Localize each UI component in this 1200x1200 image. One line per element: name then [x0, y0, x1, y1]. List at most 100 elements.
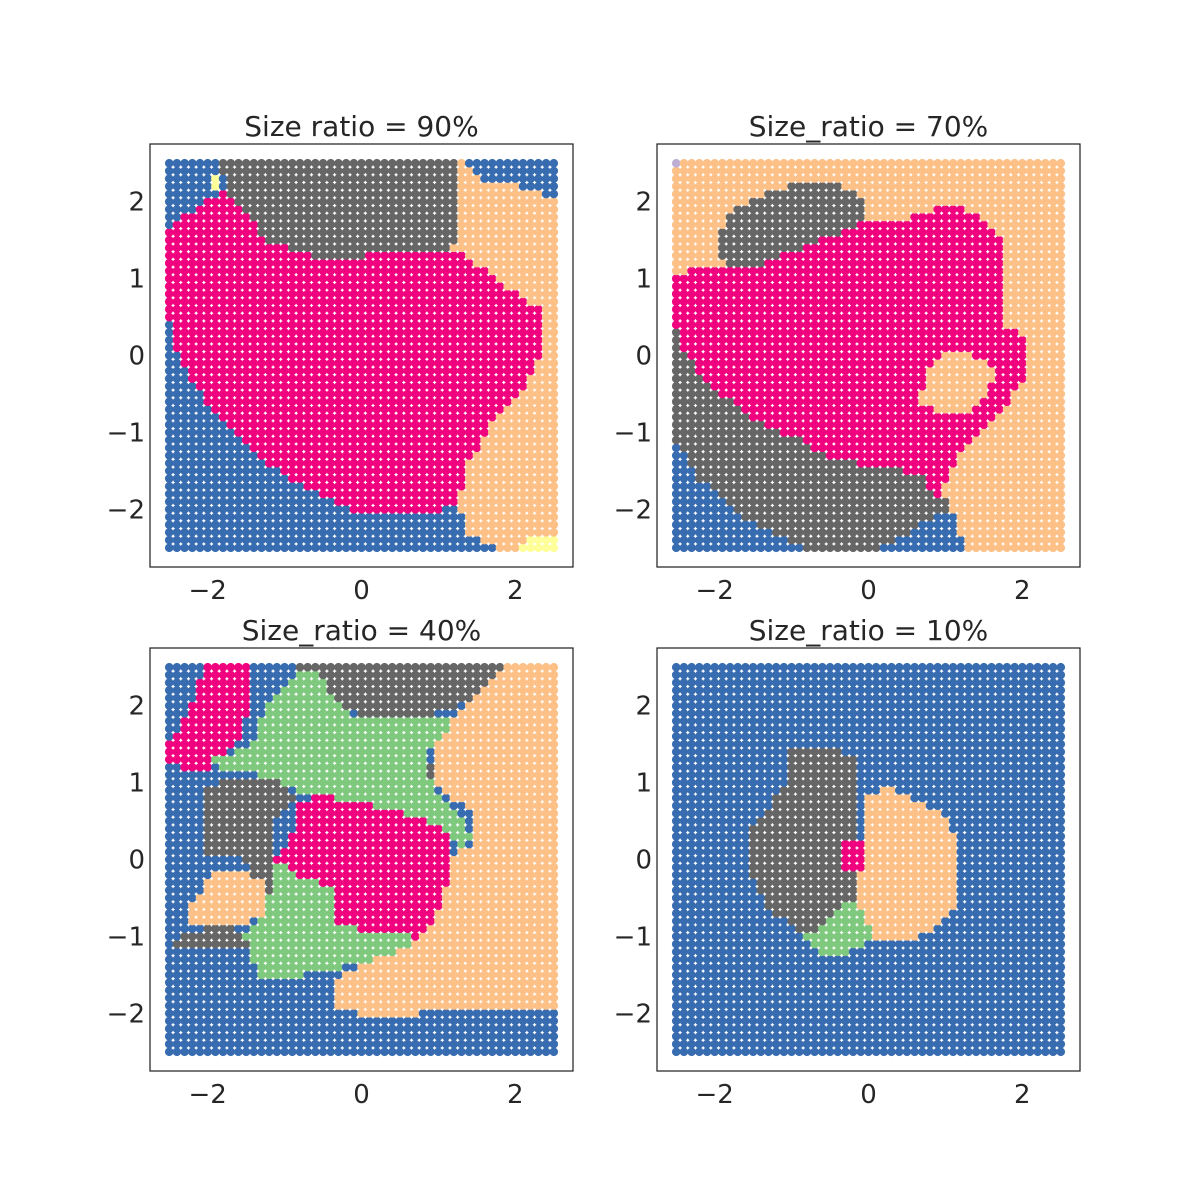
point-orange [833, 166, 843, 176]
point-pink [879, 274, 889, 283]
point-blue [287, 535, 297, 545]
point-pink [902, 305, 912, 314]
point-gray [710, 458, 719, 468]
point-pink [380, 474, 389, 483]
point-pink [987, 235, 996, 245]
point-orange [1025, 266, 1035, 276]
point-pink [718, 266, 727, 276]
point-orange [971, 397, 981, 406]
point-orange [1002, 281, 1012, 291]
point-orange [671, 189, 681, 199]
point-pink [1018, 374, 1027, 383]
point-pink [180, 251, 189, 260]
point-pink [349, 366, 359, 376]
point-orange [1002, 312, 1012, 322]
point-pink [326, 266, 336, 276]
point-gray [756, 220, 766, 230]
point-pink [257, 312, 266, 322]
point-orange [787, 166, 796, 176]
point-blue [748, 543, 758, 553]
point-pink [710, 266, 719, 276]
point-gray [357, 235, 366, 245]
point-blue [733, 520, 743, 529]
point-orange [1010, 312, 1019, 322]
point-pink [249, 358, 259, 368]
point-gray [295, 197, 305, 206]
point-gray [226, 189, 236, 199]
point-blue [218, 443, 228, 453]
point-orange [856, 174, 866, 183]
point-orange [994, 451, 1004, 460]
point-orange [825, 174, 835, 183]
point-pink [511, 297, 520, 306]
point-pink [295, 374, 305, 383]
point-gray [856, 528, 866, 537]
point-pink [418, 312, 428, 322]
point-pink [403, 297, 412, 306]
point-orange [941, 174, 950, 183]
point-gray [879, 520, 889, 529]
point-gray [756, 212, 766, 222]
point-pink [326, 397, 336, 406]
point-pink [887, 258, 896, 268]
point-blue [264, 520, 274, 529]
point-orange [979, 505, 989, 514]
point-pink [948, 435, 958, 445]
point-pink [480, 274, 489, 283]
point-pink [810, 320, 819, 330]
point-orange [918, 182, 927, 191]
point-pink [457, 297, 466, 306]
point-blue [180, 405, 189, 414]
point-pink [894, 220, 904, 230]
point-blue [918, 528, 927, 537]
point-pink [395, 428, 405, 437]
point-pink [203, 351, 212, 360]
point-pink [518, 358, 528, 368]
point-pink [188, 251, 197, 260]
point-gray [295, 189, 305, 199]
point-orange [1018, 405, 1027, 414]
point-pink [326, 289, 336, 299]
point-blue [280, 489, 289, 499]
point-pink [948, 328, 958, 337]
point-orange [971, 474, 981, 483]
point-pink [434, 320, 443, 330]
point-pink [864, 412, 873, 422]
point-orange [549, 412, 559, 422]
point-orange [472, 182, 482, 191]
point-pink [902, 358, 912, 368]
point-gray [864, 512, 873, 522]
point-orange [1002, 189, 1012, 199]
point-orange [1002, 243, 1012, 253]
point-pink [833, 397, 843, 406]
point-pink [218, 212, 228, 222]
point-orange [756, 166, 766, 176]
point-pink [933, 212, 943, 222]
point-pink [434, 358, 443, 368]
point-pink [426, 466, 436, 476]
point-pink [280, 274, 289, 283]
point-orange [933, 174, 943, 183]
point-pink [833, 328, 843, 337]
point-gray [771, 505, 781, 514]
point-gray [341, 235, 351, 245]
point-orange [1002, 251, 1012, 260]
point-orange [971, 189, 981, 199]
point-blue [741, 528, 750, 537]
point-pink [272, 420, 282, 430]
point-gray [741, 243, 750, 253]
point-blue [695, 497, 704, 506]
point-pink [387, 266, 397, 276]
point-blue [679, 451, 689, 460]
point-blue [948, 520, 958, 529]
point-gray [426, 182, 436, 191]
point-pink [341, 305, 351, 314]
point-gray [341, 166, 351, 176]
point-pink [218, 243, 228, 253]
point-gray [725, 451, 735, 460]
point-gray [902, 512, 912, 522]
point-pink [511, 381, 520, 391]
point-gray [341, 189, 351, 199]
point-pink [802, 343, 812, 353]
point-blue [687, 543, 696, 553]
